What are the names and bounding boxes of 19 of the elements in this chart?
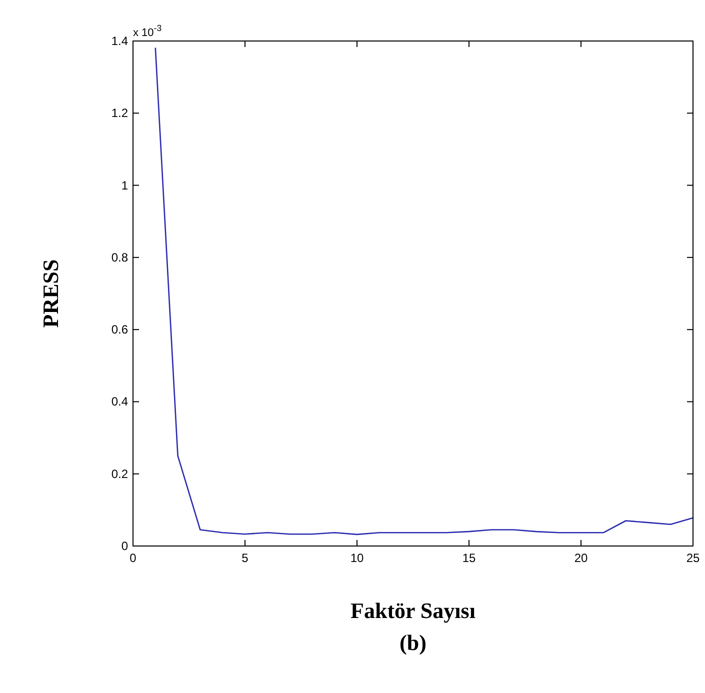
y-axis-title: PRESS bbox=[38, 259, 63, 328]
x-tick-label: 10 bbox=[350, 551, 364, 565]
text: x 10$^{-3}$ bbox=[133, 23, 162, 39]
y-tick-label: 0.2 bbox=[111, 466, 128, 481]
y-tick-label: 1.2 bbox=[111, 106, 128, 120]
x-tick-label: 15 bbox=[462, 551, 476, 565]
y-tick-label: 1.4 bbox=[111, 34, 128, 48]
text: (b) bbox=[400, 630, 426, 655]
y-tick-label: 1 bbox=[121, 178, 128, 192]
x-axis-title: Faktör Sayısı bbox=[350, 598, 476, 623]
x-tick-label: 25 bbox=[686, 551, 700, 565]
y-tick-label: 0.4 bbox=[111, 394, 128, 409]
line-series bbox=[154, 48, 694, 536]
y-tick-label: 0 bbox=[121, 539, 128, 553]
y-tick-label: 0.8 bbox=[111, 250, 128, 264]
x-tick-label: 20 bbox=[574, 551, 588, 565]
x-tick-label: 5 bbox=[242, 551, 249, 565]
y-tick-label: 0.6 bbox=[111, 322, 128, 337]
x-tick-label: 0 bbox=[130, 551, 137, 565]
